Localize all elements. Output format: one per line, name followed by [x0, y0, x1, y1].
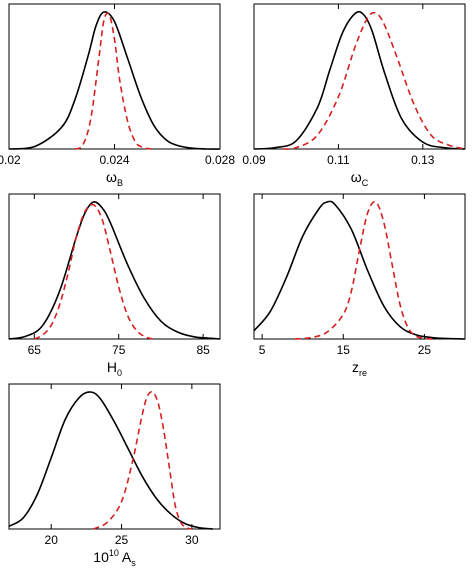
x-tick-label: 75	[112, 343, 126, 357]
plot-frame	[8, 3, 221, 150]
x-axis-label: ωB	[106, 169, 123, 188]
series-line-solid-black	[8, 201, 221, 340]
x-axis-label: zre	[352, 359, 367, 378]
x-tick-label: 0.11	[327, 153, 350, 167]
chart-panel-1: 0.02 0.024 0.028 ωB	[0, 3, 235, 188]
x-tick-label: 0.024	[99, 153, 129, 167]
x-tick-label: 0.09	[242, 153, 266, 167]
plot-frame	[8, 383, 221, 530]
series-line-solid-black	[253, 10, 466, 150]
plot-frame	[8, 193, 221, 340]
x-axis-label: ωC	[351, 169, 369, 188]
x-tick-label: 25	[418, 343, 432, 357]
x-tick-label: 0.028	[205, 153, 235, 167]
x-tick-label: 15	[337, 343, 351, 357]
x-axis-label: 1010 As	[93, 548, 136, 568]
chart-panel-4: 5 15 25 zre	[253, 193, 466, 378]
series-line-dashed-red	[93, 390, 193, 530]
x-tick-label: 0.13	[411, 153, 435, 167]
plot-frame	[253, 3, 466, 150]
series-line-solid-black	[8, 391, 214, 530]
x-axis-label: H0	[107, 359, 122, 378]
chart-panel-2: 0.09 0.11 0.13 ωC	[242, 3, 466, 188]
chart-panel-3: 65 75 85 H0	[8, 193, 221, 378]
chart-panel-5: 20 25 30 1010 As	[8, 383, 221, 568]
x-tick-label: 20	[45, 533, 59, 547]
series-line-dashed-red	[294, 200, 433, 340]
x-tick-label: 30	[185, 533, 199, 547]
x-tick-label: 0.02	[0, 153, 21, 167]
plot-frame	[253, 193, 466, 340]
x-tick-label: 85	[196, 343, 210, 357]
x-tick-label: 25	[115, 533, 129, 547]
series-line-dashed-red	[33, 203, 153, 340]
series-line-solid-black	[253, 200, 466, 340]
series-line-solid-black	[8, 11, 221, 150]
series-line-dashed-red	[74, 12, 152, 150]
x-tick-label: 5	[259, 343, 266, 357]
series-line-dashed-red	[283, 11, 466, 150]
x-tick-label: 65	[28, 343, 42, 357]
